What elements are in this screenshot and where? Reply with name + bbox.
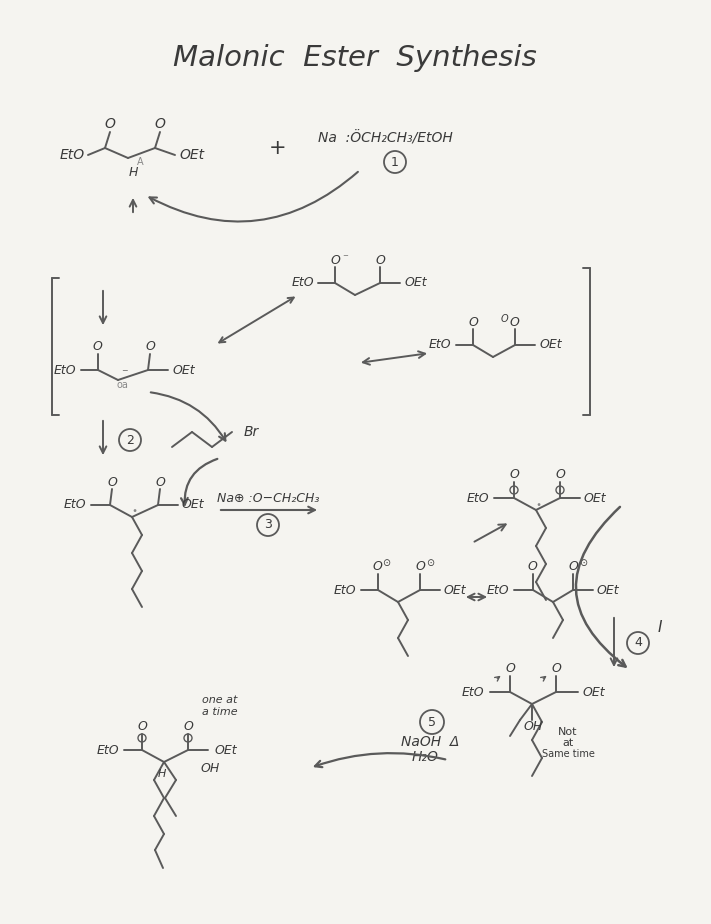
Text: ⊙: ⊙ — [382, 558, 390, 568]
Text: OEt: OEt — [540, 338, 562, 351]
Text: EtO: EtO — [54, 363, 76, 376]
Text: EtO: EtO — [466, 492, 489, 505]
Text: O: O — [105, 117, 115, 131]
Text: EtO: EtO — [461, 686, 484, 699]
Text: OEt: OEt — [215, 744, 237, 757]
Text: O: O — [500, 314, 508, 324]
Text: OEt: OEt — [583, 686, 605, 699]
Text: O: O — [555, 468, 565, 481]
Text: O: O — [92, 341, 102, 354]
Text: OEt: OEt — [584, 492, 606, 505]
Text: H: H — [158, 769, 166, 779]
Text: ⁻: ⁻ — [342, 253, 348, 263]
Text: OH: OH — [201, 761, 220, 774]
Text: EtO: EtO — [429, 338, 451, 351]
Text: OEt: OEt — [173, 363, 196, 376]
Text: NaOH  Δ: NaOH Δ — [401, 735, 459, 749]
Text: +: + — [269, 138, 287, 158]
Text: EtO: EtO — [97, 744, 119, 757]
Text: Na⊕ :O−CH₂CH₃: Na⊕ :O−CH₂CH₃ — [217, 492, 319, 505]
Text: O: O — [372, 561, 382, 574]
Text: Not: Not — [558, 727, 578, 737]
Text: O: O — [375, 253, 385, 266]
Text: OEt: OEt — [179, 148, 205, 162]
Text: O: O — [551, 663, 561, 675]
Text: a time: a time — [202, 707, 237, 717]
Text: H: H — [128, 166, 138, 179]
Text: OH: OH — [523, 721, 542, 734]
Text: H₂O: H₂O — [412, 750, 439, 764]
Text: ∙: ∙ — [535, 500, 541, 510]
Text: EtO: EtO — [487, 583, 509, 597]
Text: 4: 4 — [634, 637, 642, 650]
Text: O: O — [415, 561, 425, 574]
Text: O: O — [154, 117, 166, 131]
Text: 5: 5 — [428, 715, 436, 728]
Text: O: O — [137, 721, 147, 734]
Text: ⁻: ⁻ — [121, 368, 127, 381]
Text: ∙: ∙ — [131, 506, 137, 516]
Text: OEt: OEt — [444, 583, 466, 597]
Text: EtO: EtO — [292, 276, 314, 289]
Text: Same time: Same time — [542, 749, 594, 759]
Text: O: O — [145, 341, 155, 354]
Text: O: O — [468, 315, 478, 329]
Text: O: O — [509, 315, 519, 329]
Text: O: O — [330, 253, 340, 266]
Text: O: O — [107, 476, 117, 489]
Text: O: O — [155, 476, 165, 489]
Text: oa: oa — [116, 380, 128, 390]
Text: O: O — [568, 561, 578, 574]
Text: 1: 1 — [391, 155, 399, 168]
Text: OEt: OEt — [405, 276, 427, 289]
Text: OEt: OEt — [182, 499, 204, 512]
Text: one at: one at — [203, 695, 237, 705]
Text: ⊙: ⊙ — [426, 558, 434, 568]
Text: O: O — [509, 468, 519, 481]
Text: Na  :ÖCH₂CH₃/EtOH: Na :ÖCH₂CH₃/EtOH — [318, 131, 452, 145]
Text: Br: Br — [243, 425, 259, 439]
Text: EtO: EtO — [64, 499, 86, 512]
Text: EtO: EtO — [333, 583, 356, 597]
Text: A: A — [137, 157, 144, 167]
Text: I: I — [658, 621, 662, 636]
Text: 3: 3 — [264, 518, 272, 531]
Text: OEt: OEt — [597, 583, 619, 597]
Text: at: at — [562, 738, 574, 748]
Text: EtO: EtO — [60, 148, 85, 162]
Text: Malonic  Ester  Synthesis: Malonic Ester Synthesis — [173, 44, 537, 72]
Text: ⊙: ⊙ — [579, 558, 587, 568]
Text: 2: 2 — [126, 433, 134, 446]
Text: O: O — [505, 663, 515, 675]
Text: O: O — [183, 721, 193, 734]
Text: O: O — [527, 561, 537, 574]
